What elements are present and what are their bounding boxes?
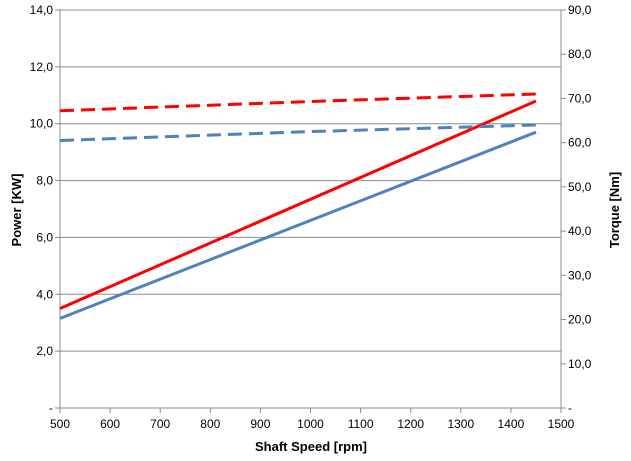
y2-tick-label: - [568,401,572,415]
x-tick-label: 500 [50,417,70,431]
y2-tick-label: 40,0 [568,224,592,238]
y2-tick-label: 80,0 [568,47,592,61]
dashed-series-line-2 [59,92,537,113]
x-tick-labels: 500 600 700 800 900 1000 1100 1200 1300 1400 1500 [50,417,575,431]
x-axis-title: Shaft Speed [rpm] [255,439,367,454]
solid-series-line-0 [59,99,537,310]
y-tick-label: 10,0 [30,117,54,131]
y2-tick-label: 30,0 [568,268,592,282]
x-tick-label: 700 [150,417,170,431]
y2-tick-label: 70,0 [568,91,592,105]
y-tick-label: 12,0 [30,60,54,74]
y-tick-label: 4,0 [36,287,53,301]
y2-tick-label: 10,0 [568,357,592,371]
x-tick-label: 1300 [447,417,474,431]
y2-tick-label: 90,0 [568,3,592,17]
solid-series-line-1 [59,130,537,320]
y2-tick-label: 20,0 [568,313,592,327]
y-tick-label: 6,0 [36,230,53,244]
y2-tick-label: 50,0 [568,180,592,194]
x-tick-label: 1400 [498,417,525,431]
x-tick-label: 1000 [297,417,324,431]
x-tick-label: 800 [200,417,220,431]
y-tick-label: 2,0 [36,344,53,358]
gridlines [60,9,561,352]
x-tick-label: 1200 [397,417,424,431]
y2-tick-label: 60,0 [568,136,592,150]
series-layer [59,92,537,320]
y-tick-labels: - 2,0 4,0 6,0 8,0 10,0 12,0 14,0 [30,3,54,415]
y-tick-label: 8,0 [36,174,53,188]
x-tick-label: 1500 [548,417,575,431]
y-tick-label: - [49,401,53,415]
y-axis-title: Power [KW] [9,174,24,247]
y-tick-label: 14,0 [30,3,54,17]
dashed-series-line-3 [59,123,537,142]
y2-tick-labels: - 10,0 20,0 30,0 40,0 50,0 60,0 70,0 80,0 90,0 [568,3,592,415]
x-tick-label: 600 [100,417,120,431]
x-tick-label: 900 [250,417,270,431]
tick-marks [55,9,566,413]
y2-axis-title: Torque [Nm] [607,172,622,248]
axes [59,10,562,409]
x-tick-label: 1100 [348,417,374,431]
